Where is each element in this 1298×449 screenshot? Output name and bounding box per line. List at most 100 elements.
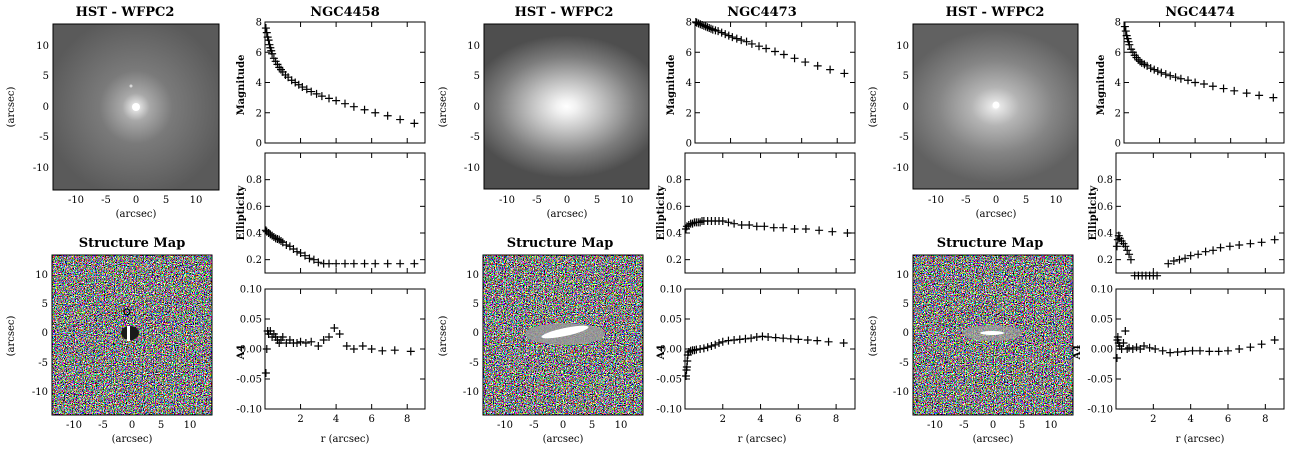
data-point [707,24,715,33]
x-tick-label: -5 [532,195,542,206]
panel-title: Structure Map [937,236,1044,251]
x-tick-label: -10 [497,420,513,431]
panel-title: HST - WFPC2 [946,5,1045,20]
image-source-point [129,84,133,88]
y-tick-label: 8 [256,18,262,29]
data-point [1216,243,1225,252]
x-tick-label: 0 [564,195,570,206]
data-point [779,334,788,343]
galaxy-core [992,101,1000,109]
data-point [1219,84,1228,93]
data-point [406,347,415,356]
data-point [715,339,723,347]
data-point [826,65,835,74]
data-point [302,85,311,94]
y-tick-labels: 10 5 0 -5 -10 [32,270,48,398]
data-point [1181,254,1190,263]
image-frame [52,23,220,191]
x-tick-label: 0 [129,420,135,431]
y-tick-label: 2 [686,108,692,119]
y-tick-label: 0.6 [1097,202,1113,213]
y-tick-label: 0 [43,102,49,113]
data-point [367,345,376,353]
data-point [771,333,780,342]
y-axis-label: (arcsec) [868,316,879,357]
data-point [1214,347,1223,356]
galaxy-image [484,24,649,189]
y-tick-label: -10 [893,387,909,398]
x-tick-label: 10 [1050,195,1063,206]
data-point [711,340,720,349]
data-point [325,333,333,341]
structure-map-panel: Structure Map 10 5 0 -5 -10 -10 -5 0 5 1… [438,236,644,445]
data-point [696,218,705,227]
r-axis-label: r (arcsec) [738,434,787,445]
data-point [1157,68,1166,77]
data-point [1209,246,1218,255]
y-tick-label: 8 [1115,18,1121,29]
data-point [325,259,333,268]
y-tick-label: -10 [893,163,909,174]
data-point [1125,343,1134,352]
y-tick-label: 0.8 [1097,175,1113,186]
data-point [371,108,380,117]
data-point [1153,271,1162,280]
structure-feature [980,331,1004,335]
y-tick-label: 2 [256,108,262,119]
data-point [1225,242,1234,251]
data-point [342,342,351,350]
x-axis-label: (arcsec) [112,434,153,445]
data-point [293,247,301,256]
data-point [1255,91,1264,100]
x-tick-labels: -10 -5 0 5 10 [66,420,196,431]
data-point [271,234,280,243]
data-point [696,20,705,29]
data-point [1175,255,1184,264]
data-point [1121,27,1130,36]
a4-panel: -0.10 -0.05 0.00 0.05 0.10 2 4 6 8 [1087,285,1285,425]
galaxy-name: NGC4473 [727,5,797,20]
y-tick-label: 5 [43,71,49,82]
data-point [1246,239,1255,248]
y-tick-label: 10 [466,270,479,281]
data-point [261,24,270,33]
data-point [1113,333,1122,341]
data-point [1150,65,1159,74]
data-point [1224,346,1232,355]
data-point [801,58,810,67]
ellipticity-axis-label: Ellipticity [656,184,667,240]
data-point [410,259,419,268]
data-point [273,235,282,243]
r-axis-label: r (arcsec) [321,434,370,445]
x-tick-label: 10 [615,420,628,431]
y-tick-label: 4 [686,78,692,89]
data-point [745,221,754,229]
data-point [771,47,779,56]
data-point [786,334,795,343]
structure-frame [482,254,644,416]
panel-frame [684,288,856,410]
y-tick-label: -10 [33,163,49,174]
data-point [1235,345,1244,353]
y-tick-label: 0.6 [666,202,682,213]
y-tick-label: -0.10 [656,405,682,416]
x-tick-label: 5 [1023,195,1029,206]
y-tick-label: 0.2 [666,255,682,266]
structure-frame [912,254,1074,416]
data-point [341,99,349,108]
ellipticity-panel: 0.2 0.4 0.6 0.8 [666,152,856,274]
data-point [1191,78,1200,87]
data-point [1208,82,1217,91]
y-tick-label: -5 [39,132,49,143]
y-tick-label: 0.05 [240,315,262,326]
data-point [301,251,309,260]
data-point [1242,89,1251,98]
data-point [1151,345,1160,353]
y-tick-label: 0.4 [1097,229,1113,240]
data-point [1196,346,1204,355]
data-point [1246,343,1255,352]
y-tick-label: -5 [470,132,480,143]
y-tick-label: 10 [35,270,48,281]
galaxy-group-ngc4473: HST - WFPC2 10 5 0 -5 -10 -10 -5 0 5 10 … [438,5,856,445]
y-tick-label: 2 [1115,108,1121,119]
